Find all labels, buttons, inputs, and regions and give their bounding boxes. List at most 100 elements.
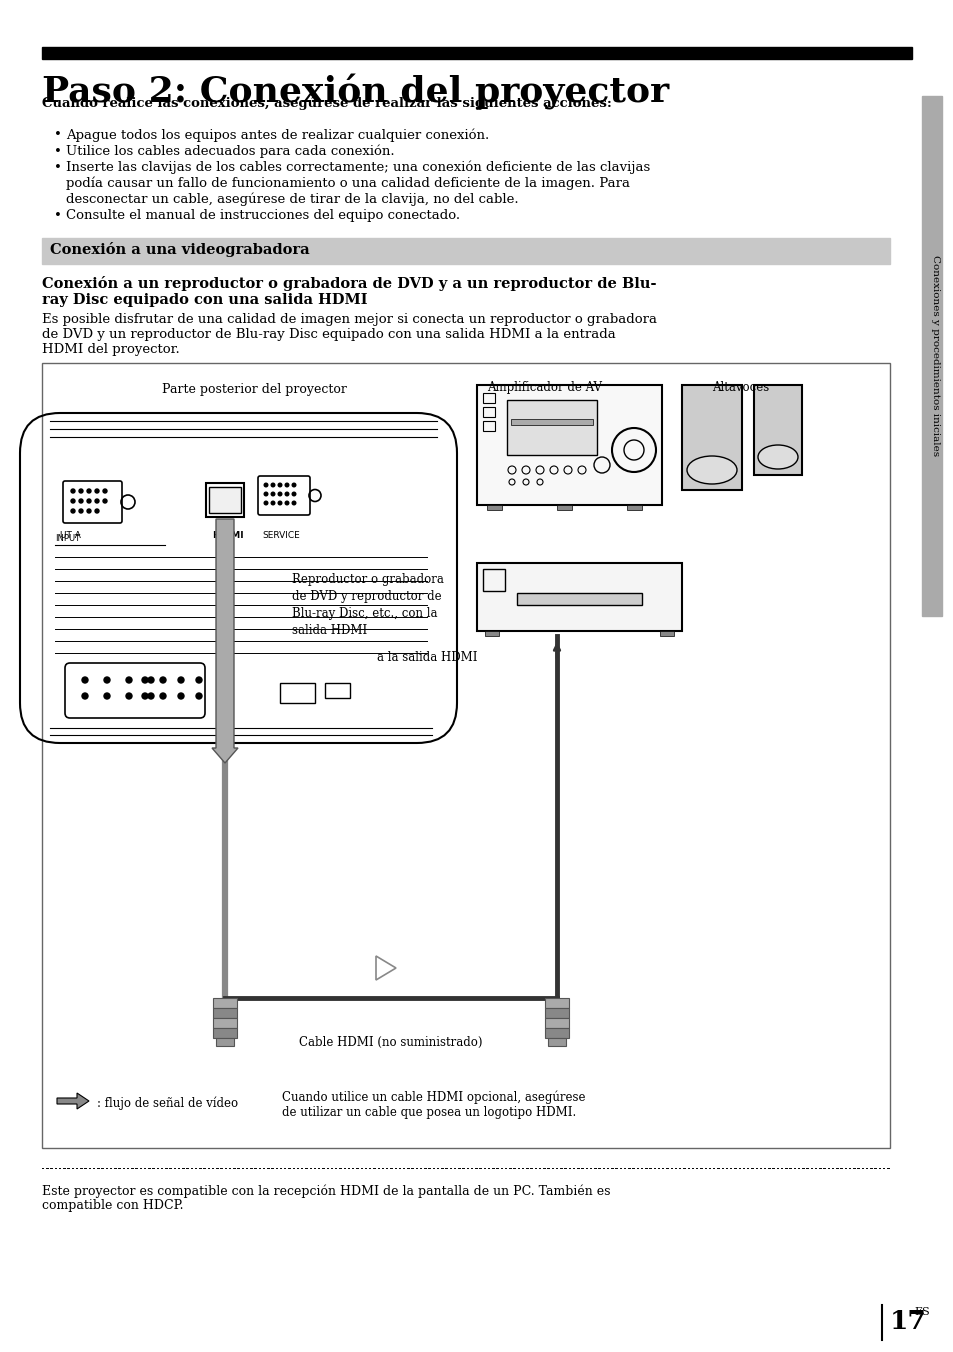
Text: •: • (54, 128, 62, 141)
Circle shape (160, 694, 166, 699)
Text: INPUT: INPUT (55, 534, 80, 544)
FancyArrow shape (212, 519, 237, 763)
Circle shape (87, 508, 91, 512)
Text: •: • (54, 145, 62, 157)
Circle shape (104, 694, 110, 699)
Circle shape (104, 677, 110, 683)
Circle shape (95, 499, 99, 503)
Ellipse shape (686, 456, 737, 484)
Circle shape (160, 677, 166, 683)
Bar (517, 594, 641, 604)
Text: SERVICE: SERVICE (262, 531, 299, 539)
Text: Es posible disfrutar de una calidad de imagen mejor si conecta un reproductor o : Es posible disfrutar de una calidad de i… (42, 314, 657, 326)
Text: 17: 17 (889, 1309, 925, 1334)
Circle shape (95, 508, 99, 512)
Bar (544, 1009, 568, 1018)
Text: a la salida HDMI: a la salida HDMI (376, 652, 477, 664)
Circle shape (285, 492, 289, 496)
Circle shape (79, 508, 83, 512)
Circle shape (142, 677, 148, 683)
Circle shape (95, 489, 99, 493)
Text: Reproductor o grabadora
de DVD y reproductor de
Blu-ray Disc, etc., con la
salid: Reproductor o grabadora de DVD y reprodu… (292, 573, 443, 637)
Text: desconectar un cable, asegúrese de tirar de la clavija, no del cable.: desconectar un cable, asegúrese de tirar… (66, 192, 518, 206)
Circle shape (195, 694, 202, 699)
Circle shape (79, 489, 83, 493)
Circle shape (271, 502, 274, 504)
Polygon shape (57, 1092, 89, 1109)
Bar (206, 483, 244, 516)
Bar (482, 569, 504, 591)
Bar (325, 683, 350, 698)
Text: Conexión a una videograbadora: Conexión a una videograbadora (50, 242, 310, 257)
Text: Altavoces: Altavoces (711, 381, 768, 393)
Bar (681, 385, 741, 489)
Bar (506, 400, 597, 456)
Circle shape (278, 492, 281, 496)
Circle shape (103, 499, 107, 503)
Bar (547, 1038, 565, 1046)
Text: Conexiones y procedimientos iniciales: Conexiones y procedimientos iniciales (930, 256, 940, 457)
Text: Parte posterior del proyector: Parte posterior del proyector (162, 383, 347, 396)
Circle shape (71, 508, 75, 512)
Circle shape (264, 502, 268, 504)
Text: Amplificador de AV: Amplificador de AV (486, 381, 601, 393)
Bar (659, 631, 673, 635)
Bar (482, 420, 495, 431)
Bar (486, 506, 501, 510)
Circle shape (71, 489, 75, 493)
Circle shape (271, 483, 274, 487)
Circle shape (264, 492, 268, 496)
Bar (42, 238, 889, 264)
Circle shape (87, 499, 91, 503)
Bar (213, 998, 236, 1009)
Circle shape (292, 492, 295, 496)
Bar (557, 506, 572, 510)
Bar (215, 1038, 233, 1046)
Text: UT A: UT A (60, 531, 81, 539)
Text: Cuando utilice un cable HDMI opcional, asegúrese: Cuando utilice un cable HDMI opcional, a… (282, 1091, 585, 1105)
Bar (544, 1018, 568, 1028)
Circle shape (142, 694, 148, 699)
Bar (42, 362, 889, 1148)
Bar (476, 385, 661, 506)
Circle shape (178, 694, 184, 699)
Bar (482, 393, 495, 403)
Circle shape (79, 499, 83, 503)
Circle shape (82, 694, 88, 699)
Circle shape (278, 502, 281, 504)
Text: Paso 2: Conexión del proyector: Paso 2: Conexión del proyector (42, 74, 668, 110)
Circle shape (148, 677, 153, 683)
Text: ES: ES (913, 1307, 929, 1317)
Text: de DVD y un reproductor de Blu-ray Disc equipado con una salida HDMI a la entrad: de DVD y un reproductor de Blu-ray Disc … (42, 329, 615, 341)
Text: Este proyector es compatible con la recepción HDMI de la pantalla de un PC. Tamb: Este proyector es compatible con la rece… (42, 1184, 610, 1198)
Bar (213, 1018, 236, 1028)
Text: ray Disc equipado con una salida HDMI: ray Disc equipado con una salida HDMI (42, 293, 367, 307)
Circle shape (148, 694, 153, 699)
Circle shape (292, 483, 295, 487)
Text: H DMI: H DMI (213, 531, 243, 539)
Bar (544, 1028, 568, 1038)
Bar (753, 385, 801, 475)
Text: Cable HDMI (no suministrado): Cable HDMI (no suministrado) (299, 1036, 482, 1049)
Circle shape (278, 483, 281, 487)
Bar (476, 562, 681, 631)
Circle shape (195, 677, 202, 683)
Ellipse shape (758, 445, 797, 469)
Circle shape (87, 489, 91, 493)
Text: Consulte el manual de instrucciones del equipo conectado.: Consulte el manual de instrucciones del … (66, 208, 459, 222)
Circle shape (71, 499, 75, 503)
Bar (626, 506, 641, 510)
Text: Apague todos los equipos antes de realizar cualquier conexión.: Apague todos los equipos antes de realiz… (66, 128, 489, 142)
Circle shape (126, 694, 132, 699)
Bar (213, 1009, 236, 1018)
Bar (213, 1028, 236, 1038)
Text: Cuando realice las conexiones, asegúrese de realizar las siguientes acciones:: Cuando realice las conexiones, asegúrese… (42, 96, 611, 110)
Bar (544, 998, 568, 1009)
Text: compatible con HDCP.: compatible con HDCP. (42, 1199, 183, 1211)
Bar (511, 419, 593, 425)
Text: Inserte las clavijas de los cables correctamente; una conexión deficiente de las: Inserte las clavijas de los cables corre… (66, 161, 650, 174)
Text: HDMI del proyector.: HDMI del proyector. (42, 343, 179, 356)
Text: •: • (54, 161, 62, 174)
Text: Conexión a un reproductor o grabadora de DVD y a un reproductor de Blu-: Conexión a un reproductor o grabadora de… (42, 276, 656, 291)
Text: •: • (54, 208, 62, 222)
